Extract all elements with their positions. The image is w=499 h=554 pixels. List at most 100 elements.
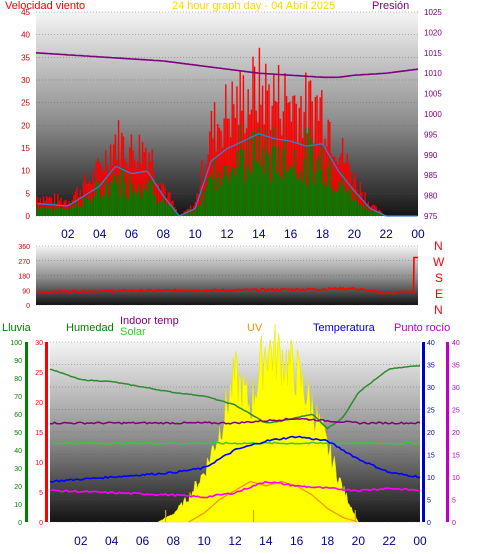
wind-axis-tick-1: 5 xyxy=(26,189,31,198)
temp-x-tick-12: 12 xyxy=(228,534,242,548)
wind-average-line xyxy=(36,133,417,217)
wind-axis-tick-8: 40 xyxy=(21,31,30,40)
humidity-axis-tick-1: 5 xyxy=(39,490,43,497)
indoor-temp-line xyxy=(49,417,421,425)
dew-point-label: Punto rocío xyxy=(394,322,451,334)
wind-pressure-panel: 0510152025303540459759809859909951000100… xyxy=(21,8,442,241)
direction-axis-tick-2: 180 xyxy=(18,274,30,281)
wind-axis-tick-2: 10 xyxy=(21,167,30,176)
indoor-temp-label: Indoor temp xyxy=(120,315,179,327)
pressure-axis-tick-5: 1000 xyxy=(424,110,442,119)
direction-letter-n-bottom: N xyxy=(434,303,443,317)
wind-axis-tick-4: 20 xyxy=(21,121,30,130)
temp-x-tick-04: 04 xyxy=(105,534,119,548)
temperature-axis-tick-4: 20 xyxy=(427,430,435,437)
dew-axis-bar xyxy=(446,342,449,522)
dew-axis-tick-7: 35 xyxy=(452,363,460,370)
wind-axis-tick-0: 0 xyxy=(26,212,31,221)
pressure-line xyxy=(35,52,419,79)
direction-axis-tick-3: 270 xyxy=(18,259,30,266)
rain-axis-tick-9: 90 xyxy=(14,358,22,365)
rain-label: Lluvia xyxy=(2,322,31,334)
pressure-axis-tick-9: 1020 xyxy=(424,28,442,37)
wind-x-tick-22: 22 xyxy=(379,227,393,241)
temp-x-tick-10: 10 xyxy=(197,534,211,548)
indoor-green-line xyxy=(49,441,421,445)
temp-x-tick-08: 08 xyxy=(167,534,181,548)
uv-label: UV xyxy=(247,322,263,334)
dew-axis-tick-1: 5 xyxy=(452,498,456,505)
wind-x-tick-12: 12 xyxy=(220,227,234,241)
direction-axis-tick-4: 360 xyxy=(18,244,30,251)
temp-x-tick-02: 02 xyxy=(74,534,88,548)
temp-x-tick-14: 14 xyxy=(259,534,273,548)
direction-letter-w: W xyxy=(433,255,445,269)
temperature-axis-tick-5: 25 xyxy=(427,408,435,415)
temperature-axis-tick-8: 40 xyxy=(427,340,435,347)
rain-axis-tick-5: 50 xyxy=(14,430,22,437)
dew-axis-tick-0: 0 xyxy=(452,520,456,527)
wind-x-tick-16: 16 xyxy=(284,227,298,241)
temperature-axis-tick-6: 30 xyxy=(427,385,435,392)
rain-axis-bar xyxy=(25,342,28,522)
wind-axis-tick-3: 15 xyxy=(21,144,30,153)
chart-title: 24 hour graph day - 04 Abril 2025 xyxy=(172,0,336,12)
pressure-label: Presión xyxy=(372,0,410,12)
wind-x-tick-00: 00 xyxy=(411,227,425,241)
pressure-axis-tick-3: 990 xyxy=(424,151,438,160)
humidity-axis-tick-0: 0 xyxy=(39,520,43,527)
humidity-axis-tick-2: 10 xyxy=(35,460,43,467)
wind-x-tick-08: 08 xyxy=(157,227,171,241)
wind-direction-line xyxy=(36,256,418,295)
humidity-axis-tick-6: 30 xyxy=(35,340,43,347)
humidity-axis-tick-5: 25 xyxy=(35,370,43,377)
temp-x-tick-18: 18 xyxy=(321,534,335,548)
pressure-axis-tick-2: 985 xyxy=(424,171,438,180)
wind-axis-tick-7: 35 xyxy=(21,53,30,62)
rain-axis-tick-3: 30 xyxy=(14,466,22,473)
temp-x-tick-22: 22 xyxy=(382,534,396,548)
humidity-axis-tick-3: 15 xyxy=(35,430,43,437)
rain-axis-tick-8: 80 xyxy=(14,376,22,383)
temp-x-tick-00: 00 xyxy=(413,534,427,548)
solar-label: Solar xyxy=(120,326,146,338)
wind-x-tick-14: 14 xyxy=(252,227,266,241)
dew-axis-tick-4: 20 xyxy=(452,430,460,437)
direction-axis-tick-1: 90 xyxy=(22,288,30,295)
direction-axis-tick-0: 0 xyxy=(26,303,30,310)
temperature-axis-bar xyxy=(422,342,425,522)
direction-letter-n-top: N xyxy=(434,239,443,253)
temp-x-tick-06: 06 xyxy=(136,534,150,548)
temperature-axis-tick-7: 35 xyxy=(427,363,435,370)
wind-x-tick-04: 04 xyxy=(93,227,107,241)
pressure-axis-tick-0: 975 xyxy=(424,212,438,221)
wind-x-tick-06: 06 xyxy=(125,227,139,241)
dew-axis-tick-5: 25 xyxy=(452,408,460,415)
temperature-axis-tick-0: 0 xyxy=(427,520,431,527)
wind-axis-tick-6: 30 xyxy=(21,76,30,85)
pressure-axis-tick-10: 1025 xyxy=(424,8,442,17)
dew-axis-tick-6: 30 xyxy=(452,385,460,392)
temperature-axis-tick-1: 5 xyxy=(427,498,431,505)
wind-axis-tick-9: 45 xyxy=(21,8,30,17)
humidity-label: Humedad xyxy=(66,322,114,334)
temp-x-tick-16: 16 xyxy=(290,534,304,548)
dew-axis-tick-8: 40 xyxy=(452,340,460,347)
rain-axis-tick-4: 40 xyxy=(14,448,22,455)
direction-letter-e: E xyxy=(435,287,444,301)
temperature-line xyxy=(49,435,421,484)
pressure-axis-tick-1: 980 xyxy=(424,192,438,201)
dew-axis-tick-2: 10 xyxy=(452,475,460,482)
rain-axis-tick-7: 70 xyxy=(14,394,22,401)
wind-direction-panel: 0 90 180 270 360 xyxy=(18,244,418,310)
temperature-axis-tick-2: 10 xyxy=(427,475,435,482)
pressure-axis-tick-7: 1010 xyxy=(424,69,442,78)
pressure-axis-tick-6: 1005 xyxy=(424,90,442,99)
temperature-axis-tick-3: 15 xyxy=(427,453,435,460)
rain-axis-tick-0: 0 xyxy=(18,520,22,527)
humidity-axis-bar xyxy=(45,342,48,522)
wind-x-tick-18: 18 xyxy=(316,227,330,241)
wind-axis-tick-5: 25 xyxy=(21,99,30,108)
